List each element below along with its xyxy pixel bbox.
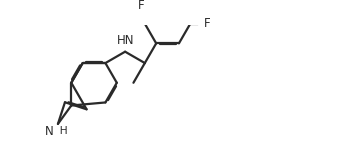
Text: N: N	[45, 125, 53, 138]
Text: F: F	[204, 17, 210, 30]
Text: F: F	[138, 0, 145, 12]
Text: H: H	[53, 127, 68, 136]
Text: HN: HN	[117, 35, 135, 48]
